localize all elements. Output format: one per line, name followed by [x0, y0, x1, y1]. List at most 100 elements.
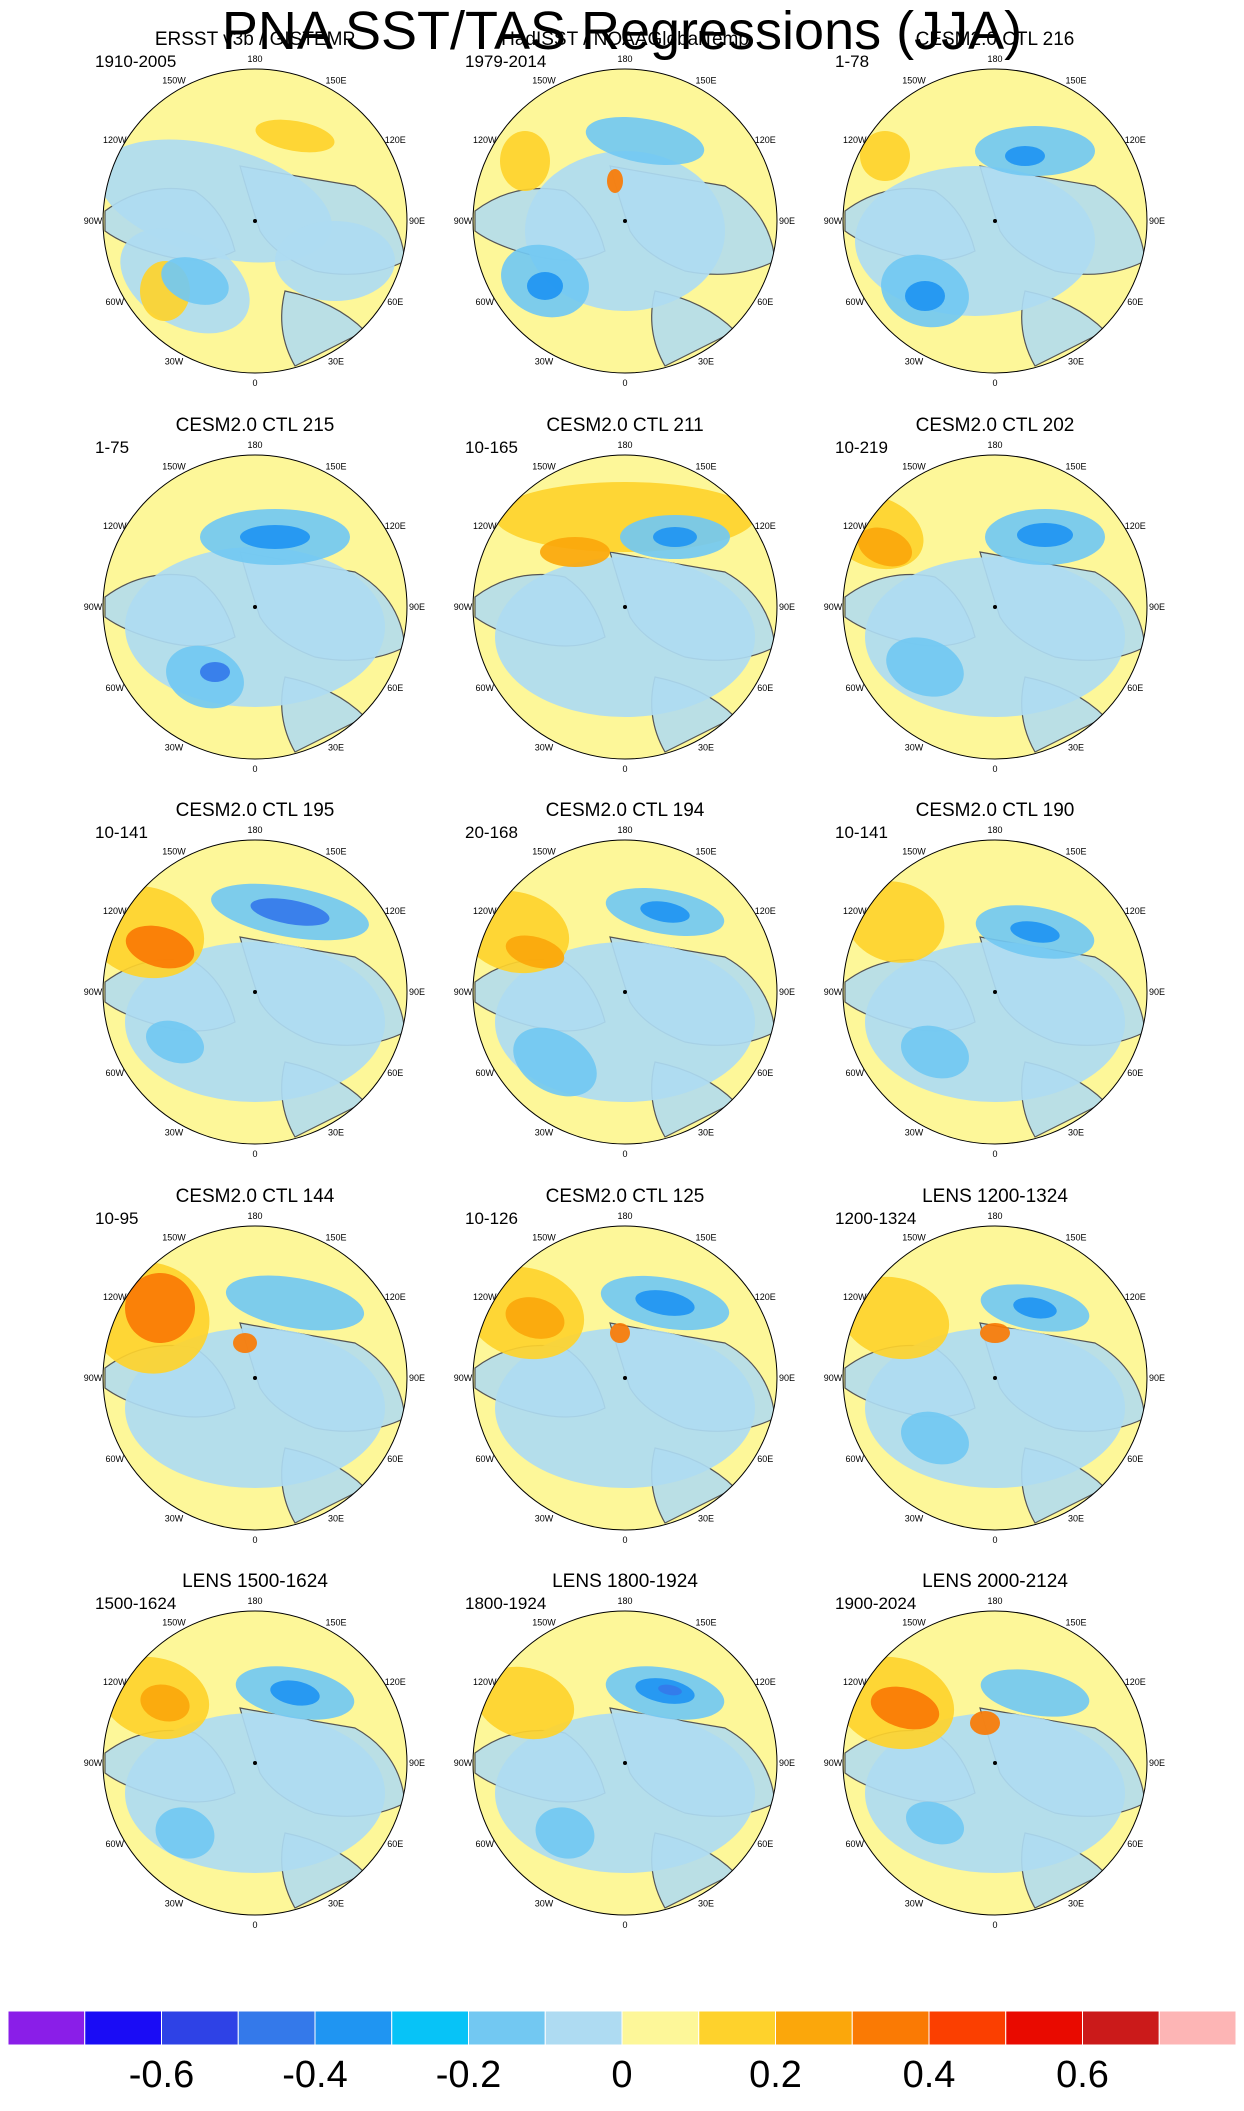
longitude-label: 150W: [902, 1618, 926, 1628]
longitude-label: 120E: [385, 1292, 406, 1302]
longitude-label: 30E: [1068, 1898, 1084, 1908]
longitude-label: 60W: [105, 683, 124, 693]
longitude-label: 30W: [905, 742, 924, 752]
anomaly-region: [843, 1276, 950, 1360]
colorbar-tick-label: -0.6: [129, 2054, 194, 2096]
colorbar-swatch: [544, 2010, 623, 2046]
map-border: [842, 839, 1148, 1145]
longitude-label: 0: [252, 764, 257, 774]
longitude-label: 0: [622, 1920, 627, 1930]
longitude-label: 180: [987, 1596, 1002, 1606]
longitude-label: 120W: [473, 1292, 497, 1302]
longitude-label: 120W: [103, 1292, 127, 1302]
colorbar-swatch: [468, 2010, 546, 2046]
longitude-label: 120W: [473, 135, 497, 145]
longitude-label: 150W: [162, 462, 186, 472]
longitude-label: 150E: [695, 1233, 716, 1243]
longitude-label: 120E: [755, 1292, 776, 1302]
longitude-label: 30W: [905, 1513, 924, 1523]
map-panel: 180 150E 120E 90E 60E 30E 0 30W 60W 90W 120W 150W CE…: [824, 29, 1165, 388]
map-border: [102, 839, 408, 1145]
longitude-label: 180: [617, 825, 632, 835]
longitude-label: 150E: [695, 1618, 716, 1628]
colorbar-swatch: [775, 2010, 853, 2046]
longitude-label: 0: [992, 1535, 997, 1545]
colorbar-tick-label: 0.4: [903, 2054, 956, 2096]
panel-period: 10-126: [465, 1209, 518, 1228]
map-border: [842, 68, 1148, 374]
north-pole-marker: [623, 1376, 627, 1380]
north-pole-marker: [623, 605, 627, 609]
anomaly-region: [857, 527, 913, 567]
panel-period: 1900-2024: [835, 1594, 916, 1613]
longitude-label: 150E: [325, 1618, 346, 1628]
longitude-label: 90E: [779, 216, 795, 226]
anomaly-region: [610, 1323, 630, 1343]
panel-title: CESM2.0 CTL 195: [176, 800, 335, 821]
longitude-label: 180: [987, 54, 1002, 64]
longitude-label: 90E: [779, 1758, 795, 1768]
longitude-label: 150E: [325, 847, 346, 857]
map-panel: 180 150E 120E 90E 60E 30E 0 30W 60W 90W 120W 150W CE…: [84, 800, 425, 1159]
longitude-label: 90E: [409, 1758, 425, 1768]
longitude-label: 180: [247, 1211, 262, 1221]
map-panel: 180 150E 120E 90E 60E 30E 0 30W 60W 90W 120W 150W CE…: [824, 800, 1165, 1159]
longitude-label: 150W: [532, 847, 556, 857]
longitude-label: 60W: [845, 1839, 864, 1849]
longitude-label: 150W: [162, 76, 186, 86]
longitude-label: 150W: [162, 1233, 186, 1243]
north-pole-marker: [623, 990, 627, 994]
longitude-label: 30E: [328, 356, 344, 366]
north-pole-marker: [993, 219, 997, 223]
longitude-label: 150E: [695, 847, 716, 857]
longitude-label: 90W: [824, 1758, 843, 1768]
longitude-label: 60E: [387, 1454, 403, 1464]
longitude-label: 150W: [532, 462, 556, 472]
longitude-label: 60W: [475, 1839, 494, 1849]
anomaly-region: [270, 1680, 320, 1706]
longitude-label: 0: [992, 1149, 997, 1159]
anomaly-region: [640, 901, 690, 923]
longitude-label: 30E: [1068, 356, 1084, 366]
longitude-label: 90E: [409, 216, 425, 226]
panel-period: 1800-1924: [465, 1594, 546, 1613]
panel-period: 10-95: [95, 1209, 138, 1228]
panel-title: CESM2.0 CTL 144: [176, 1186, 335, 1207]
anomaly-region: [125, 1273, 195, 1343]
anomaly-region: [250, 898, 330, 926]
longitude-label: 30W: [165, 1127, 184, 1137]
longitude-label: 90W: [454, 1758, 473, 1768]
longitude-label: 150E: [1065, 76, 1086, 86]
longitude-label: 60W: [845, 683, 864, 693]
coastline: [1021, 290, 1107, 367]
longitude-label: 0: [622, 1149, 627, 1159]
longitude-label: 60E: [757, 1839, 773, 1849]
map-border: [472, 1610, 778, 1916]
anomaly-region: [860, 131, 910, 181]
longitude-label: 120W: [103, 1677, 127, 1687]
longitude-label: 150E: [1065, 462, 1086, 472]
longitude-label: 120E: [1125, 906, 1146, 916]
longitude-label: 90W: [824, 1373, 843, 1383]
longitude-label: 120W: [103, 906, 127, 916]
colorbar-swatch: [391, 2010, 469, 2046]
longitude-label: 180: [617, 1211, 632, 1221]
longitude-label: 180: [617, 1596, 632, 1606]
longitude-label: 60E: [387, 1839, 403, 1849]
anomaly-region: [275, 221, 395, 301]
panel-title: CESM2.0 CTL 125: [546, 1186, 705, 1207]
colorbar-swatch: [1005, 2010, 1083, 2046]
longitude-label: 120E: [755, 135, 776, 145]
map-panel: 180 150E 120E 90E 60E 30E 0 30W 60W 90W 120W 150W LE…: [454, 1571, 795, 1930]
anomaly-region: [125, 925, 195, 969]
anomaly-region: [140, 1684, 190, 1722]
longitude-label: 30W: [535, 1513, 554, 1523]
longitude-label: 150W: [162, 1618, 186, 1628]
colorbar-tick-label: 0: [611, 2054, 632, 2096]
anomaly-region: [905, 1801, 965, 1845]
anomaly-region: [505, 1297, 565, 1339]
longitude-label: 60W: [105, 1839, 124, 1849]
longitude-label: 90W: [824, 602, 843, 612]
longitude-label: 120E: [1125, 1292, 1146, 1302]
map-panel: 180 150E 120E 90E 60E 30E 0 30W 60W 90W 120W 150W CE…: [84, 1186, 425, 1545]
